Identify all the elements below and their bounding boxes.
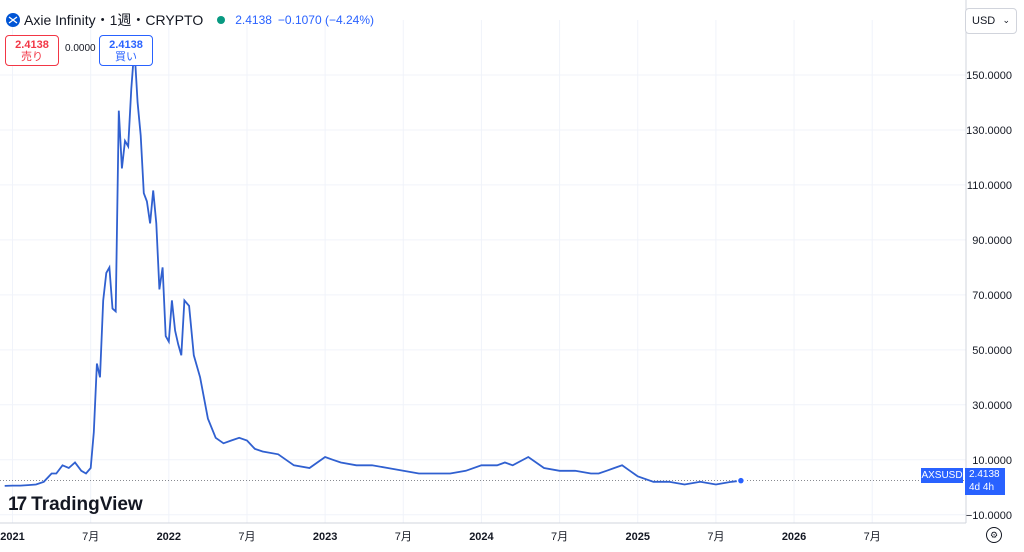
sell-button[interactable]: 2.4138 売り xyxy=(5,35,59,66)
last-price-point xyxy=(736,476,746,485)
last-price-value: 2.4138 xyxy=(969,469,1000,480)
time-tick-label: 7月 xyxy=(551,531,568,543)
sell-label: 売り xyxy=(21,50,43,63)
chart-grid xyxy=(0,20,966,523)
price-tick-label: 110.0000 xyxy=(967,180,1012,192)
time-tick-label: 2026 xyxy=(782,531,806,543)
time-tick-label: 2025 xyxy=(626,531,650,543)
price-axis-labels: −10.0000 10.0000 30.0000 50.0000 70.0000 90.0… xyxy=(966,70,1012,522)
price-tick-label: 10.0000 xyxy=(972,455,1012,467)
buy-button[interactable]: 2.4138 買い xyxy=(99,35,153,66)
price-tick-label: 30.0000 xyxy=(972,400,1012,412)
time-tick-label: 2021 xyxy=(0,531,24,543)
time-tick-label: 7月 xyxy=(82,531,99,543)
sell-price: 2.4138 xyxy=(15,38,49,51)
time-tick-label: 2023 xyxy=(313,531,337,543)
price-tick-label: 50.0000 xyxy=(972,345,1012,357)
price-tick-label: 150.0000 xyxy=(966,70,1012,82)
axie-logo-icon xyxy=(6,13,20,27)
time-axis-labels: 2021 7月 2022 7月 2023 7月 2024 7月 2025 7月 2026 7月 xyxy=(0,531,881,543)
time-tick-label: 2022 xyxy=(157,531,181,543)
bar-countdown: 4d 4h xyxy=(969,482,995,493)
time-tick-label: 7月 xyxy=(238,531,255,543)
symbol-title[interactable]: Axie Infinity・1週・CRYPTO xyxy=(24,12,204,28)
currency-select[interactable]: USD ⌄ xyxy=(965,8,1017,34)
market-status-icon xyxy=(217,16,226,24)
time-tick-label: 7月 xyxy=(864,531,881,543)
axsusd-price-line xyxy=(4,47,742,487)
time-tick-label: 7月 xyxy=(707,531,724,543)
price-tick-label: −10.0000 xyxy=(966,510,1012,522)
tradingview-wordmark: TradingView xyxy=(31,494,143,515)
buy-label: 買い xyxy=(115,50,137,63)
price-tick-label: 130.0000 xyxy=(966,125,1012,137)
spread-value: 0.0000 xyxy=(65,43,96,54)
price-change: −0.1070 (−4.24%) xyxy=(277,13,374,27)
last-price-tag: 2.4138 4d 4h xyxy=(965,468,1005,495)
currency-label: USD xyxy=(972,15,996,27)
time-tick-label: 2024 xyxy=(469,531,494,543)
tradingview-logo[interactable]: 17 TradingView xyxy=(8,494,143,516)
price-tick-label: 90.0000 xyxy=(972,235,1012,247)
symbol-tag: AXSUSD xyxy=(921,468,963,483)
tradingview-mark-icon: 17 xyxy=(8,494,27,515)
last-quote: 2.4138 xyxy=(235,13,272,27)
chevron-down-icon: ⌄ xyxy=(1002,15,1010,25)
settings-gear-icon[interactable]: ⚙ xyxy=(986,527,1002,543)
buy-price: 2.4138 xyxy=(109,38,143,51)
time-tick-label: 7月 xyxy=(395,531,412,543)
chart-header: Axie Infinity・1週・CRYPTO 2.4138 −0.1070 (… xyxy=(6,11,374,29)
price-tick-label: 70.0000 xyxy=(972,290,1012,302)
